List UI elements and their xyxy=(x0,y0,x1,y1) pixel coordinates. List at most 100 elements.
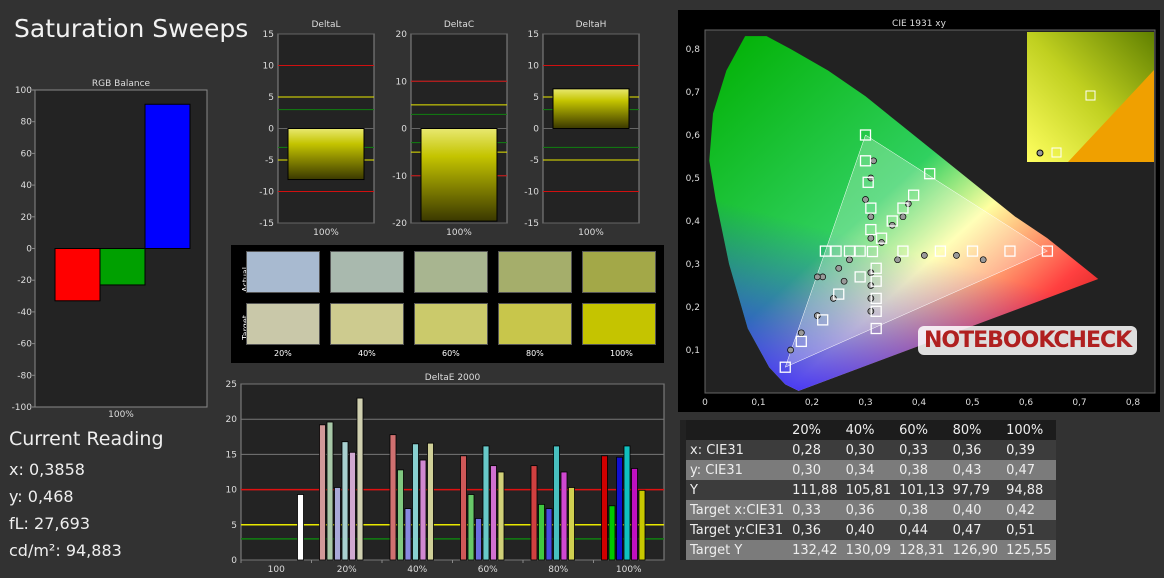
measured-point xyxy=(835,264,843,272)
page-title: Saturation Sweeps xyxy=(14,14,249,43)
y-tick-label: 20 xyxy=(396,30,408,40)
bar xyxy=(397,469,404,561)
measured-point xyxy=(862,196,869,203)
table-cell: 94,88 xyxy=(1002,480,1056,500)
measured-point xyxy=(846,256,853,264)
bar xyxy=(601,455,608,561)
bar xyxy=(326,421,334,561)
y-tick-label: -10 xyxy=(259,188,274,198)
current-reading-heading: Current Reading xyxy=(9,428,164,450)
y-tick-label: 0 xyxy=(401,125,407,135)
table-cell: 126,90 xyxy=(948,540,1003,560)
y-tick-label: 0,8 xyxy=(686,45,701,55)
y-tick-label: 20 xyxy=(226,415,238,425)
chart-title: DeltaC xyxy=(444,20,474,30)
measured-point xyxy=(867,213,875,221)
y-tick-label: 0,5 xyxy=(686,174,700,184)
column-header: 80% xyxy=(948,420,1003,440)
bar xyxy=(297,494,304,561)
x-tick-label: 100% xyxy=(108,410,134,420)
measured-point xyxy=(899,213,907,221)
table-cell: 0,38 xyxy=(895,500,949,520)
measured-point xyxy=(814,273,821,281)
table-cell: 0,39 xyxy=(1002,440,1056,460)
bar xyxy=(420,128,498,222)
y-tick-label: 0 xyxy=(533,125,539,135)
table-cell: 0,43 xyxy=(948,460,1003,480)
x-tick-label: 100% xyxy=(578,228,604,238)
target-point xyxy=(966,245,979,257)
reading-fl: fL: 27,693 xyxy=(9,514,91,533)
table-cell: 105,81 xyxy=(841,480,896,500)
y-tick-label: 20 xyxy=(21,213,33,223)
target-point xyxy=(870,292,882,305)
bar xyxy=(427,442,434,561)
bar xyxy=(334,487,341,561)
x-tick-label: 0,4 xyxy=(912,398,927,408)
bar xyxy=(538,503,545,561)
table-cell: 0,36 xyxy=(788,520,842,540)
table-cell: 0,44 xyxy=(895,520,949,540)
target-point xyxy=(817,314,829,326)
bar-red xyxy=(54,248,101,302)
target-point xyxy=(830,245,842,257)
swatch-label: 40% xyxy=(358,349,376,358)
x-tick-label: 100 xyxy=(268,565,285,575)
table-cell: 0,33 xyxy=(788,500,842,520)
bar xyxy=(319,424,326,561)
deltaH-chart: DeltaH 15 10 5 0 -5 -10 -15 100% xyxy=(524,20,640,238)
target-point xyxy=(859,155,872,167)
actual-swatch xyxy=(414,251,488,293)
y-tick-label: 0,7 xyxy=(686,88,700,98)
y-tick-label: 15 xyxy=(263,30,274,40)
y-tick-label: 0,6 xyxy=(686,131,701,141)
x-tick-label: 20% xyxy=(337,565,357,575)
table-row: Target x:CIE31 0,33 0,36 0,38 0,40 0,42 xyxy=(680,500,1056,520)
column-header: 20% xyxy=(788,420,842,440)
bar-green xyxy=(99,248,146,286)
row-label: y: CIE31 xyxy=(686,460,789,480)
table-cell: 125,55 xyxy=(1002,540,1056,560)
bar xyxy=(560,471,568,561)
y-tick-label: 5 xyxy=(268,93,274,103)
y-tick-label: 0,3 xyxy=(686,260,700,270)
y-tick-label: 10 xyxy=(263,62,275,72)
actual-swatch xyxy=(582,251,656,293)
x-tick-label: 0,3 xyxy=(858,398,872,408)
measured-point xyxy=(894,256,901,264)
target-swatch xyxy=(582,303,656,345)
table-cell: 0,47 xyxy=(948,520,1003,540)
y-tick-label: 0,4 xyxy=(686,217,701,227)
actual-swatch xyxy=(330,251,404,293)
rgb-balance-title: RGB Balance xyxy=(92,79,151,89)
target-point xyxy=(934,245,947,257)
target-point xyxy=(870,322,882,335)
table-cell: 0,40 xyxy=(841,520,896,540)
target-point xyxy=(819,245,832,257)
table-cell: 111,88 xyxy=(788,480,842,500)
table-cell: 97,79 xyxy=(948,480,1003,500)
measured-point xyxy=(867,234,875,242)
x-tick-label: 0,6 xyxy=(1019,398,1034,408)
target-swatch xyxy=(246,303,320,345)
gamut-triangle xyxy=(784,134,1048,368)
table-cell: 0,34 xyxy=(841,460,896,480)
target-point xyxy=(1041,245,1054,257)
target-point xyxy=(854,271,866,283)
y-tick-label: 10 xyxy=(528,62,540,72)
x-tick-label: 0 xyxy=(702,398,708,408)
bar xyxy=(404,508,412,561)
target-point xyxy=(862,176,874,188)
y-tick-label: 60 xyxy=(21,149,33,159)
table-cell: 0,40 xyxy=(948,500,1003,520)
bar xyxy=(631,468,638,561)
y-tick-label: -5 xyxy=(265,156,274,166)
target-point xyxy=(870,305,882,317)
data-table: 20% 40% 60% 80% 100% x: CIE31 0,28 0,30 0,33 0,36… xyxy=(680,420,1056,560)
table-row: y: CIE31 0,30 0,34 0,38 0,43 0,47 xyxy=(680,460,1056,480)
measured-point xyxy=(870,157,877,165)
rgb-balance-chart: RGB Balance 100 80 60 40 20 0 -20 -40 -60 -80 -100 1… xyxy=(12,79,208,420)
measured-point xyxy=(797,329,805,337)
x-tick-label: 0,5 xyxy=(965,398,979,408)
table-cell: 0,51 xyxy=(1002,520,1056,540)
